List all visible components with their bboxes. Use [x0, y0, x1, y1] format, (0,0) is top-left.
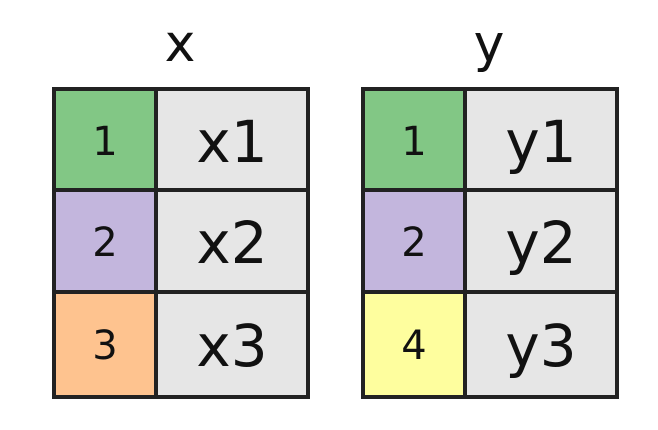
table-x-key-cell: 3 — [56, 293, 158, 395]
table-y-value-cell: y3 — [467, 293, 615, 395]
table-x-title: x — [164, 14, 196, 74]
table-x: 1 x1 2 x2 3 x3 — [52, 87, 310, 399]
table-x-key-cell: 1 — [56, 91, 158, 193]
table-y-title: y — [473, 14, 505, 74]
table-x-value-cell: x2 — [158, 192, 306, 294]
table-x-value-cell: x1 — [158, 91, 306, 193]
table-x-key-cell: 2 — [56, 192, 158, 294]
table-y-key-cell: 4 — [365, 293, 467, 395]
table-y: 1 y1 2 y2 4 y3 — [361, 87, 619, 399]
table-x-value-cell: x3 — [158, 293, 306, 395]
table-y-key-cell: 2 — [365, 192, 467, 294]
table-y-key-cell: 1 — [365, 91, 467, 193]
table-y-value-cell: y2 — [467, 192, 615, 294]
table-y-value-cell: y1 — [467, 91, 615, 193]
